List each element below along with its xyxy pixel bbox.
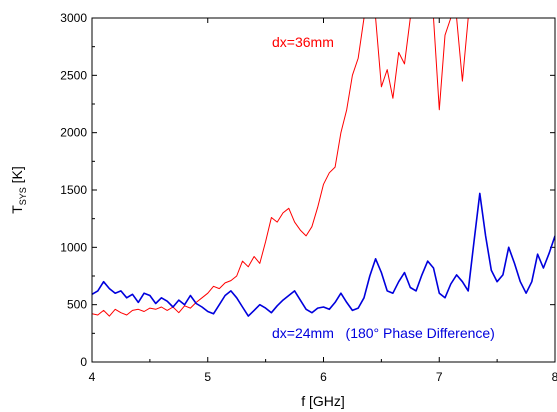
axis-ticks bbox=[91, 17, 556, 363]
y-tick-label: 1000 bbox=[60, 240, 87, 254]
x-tick-label: 6 bbox=[320, 370, 327, 384]
y-tick-label: 2000 bbox=[60, 126, 87, 140]
y-axis-title-main: T bbox=[9, 205, 25, 214]
plot-frame bbox=[91, 17, 556, 363]
x-tick-labels: 4 5 6 7 8 bbox=[89, 370, 557, 384]
x-tick-label: 5 bbox=[204, 370, 211, 384]
annotation-dx36: dx=36mm bbox=[272, 34, 334, 50]
y-tick-labels: 0 500 1000 1500 2000 2500 3000 bbox=[60, 11, 87, 369]
y-tick-label: 500 bbox=[67, 298, 87, 312]
y-tick-label: 2500 bbox=[60, 68, 87, 82]
series-layer bbox=[92, 18, 555, 317]
x-tick-label: 8 bbox=[552, 370, 557, 384]
annotation-dx24: dx=24mm (180° Phase Difference) bbox=[272, 325, 495, 341]
x-tick-label: 7 bbox=[436, 370, 443, 384]
x-tick-label: 4 bbox=[89, 370, 96, 384]
y-axis-title-unit: [K] bbox=[9, 166, 25, 187]
y-tick-label: 3000 bbox=[60, 11, 87, 25]
y-axis-title-sub: SYS bbox=[18, 187, 28, 205]
plot-area bbox=[92, 18, 555, 317]
y-tick-label: 0 bbox=[80, 355, 87, 369]
y-tick-label: 1500 bbox=[60, 183, 87, 197]
series-line-dx36 bbox=[92, 18, 469, 317]
series-line-dx24 bbox=[92, 192, 555, 317]
y-axis-title: TSYS [K] bbox=[9, 166, 28, 214]
x-axis-title: f [GHz] bbox=[301, 393, 345, 409]
